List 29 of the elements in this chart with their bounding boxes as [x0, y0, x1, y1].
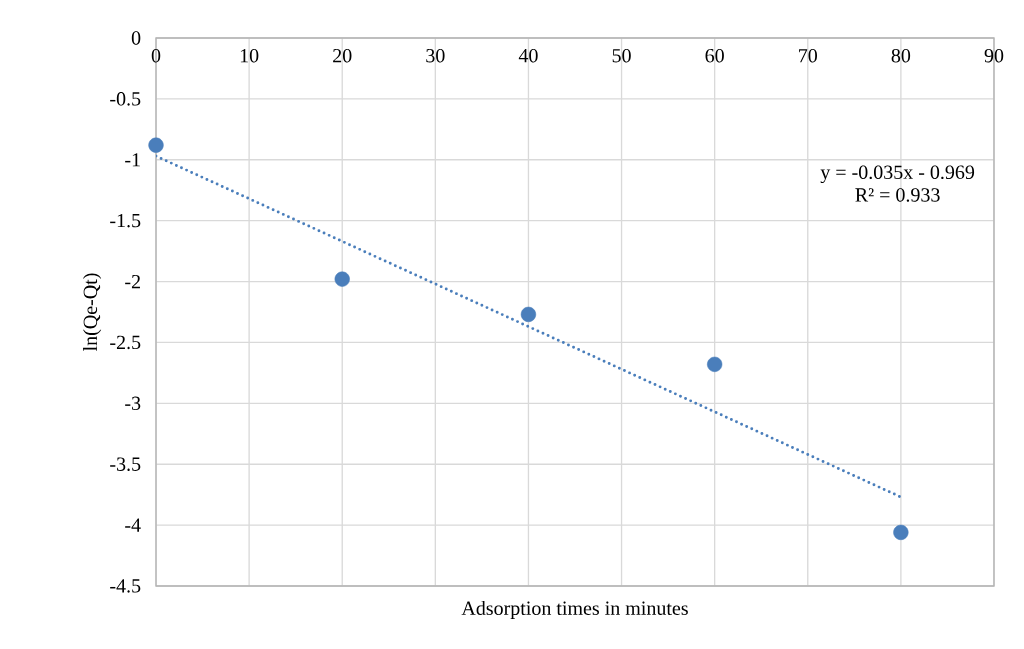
x-tick-label: 70: [799, 48, 818, 63]
x-axis-title: Adsorption times in minutes: [461, 600, 688, 620]
x-tick-label: 20: [333, 48, 352, 63]
y-tick-label: -0.5: [110, 92, 141, 106]
x-tick-label: 90: [984, 48, 1004, 63]
annotation: y = -0.035x - 0.969: [820, 165, 975, 184]
point: [520, 306, 537, 323]
y-tick-label: -3.5: [110, 457, 141, 471]
y-tick-label: -2: [125, 274, 140, 289]
x-tick-label: 0: [151, 48, 161, 63]
x-tick-label: 30: [426, 48, 445, 63]
x-tick-label: 50: [612, 48, 631, 63]
y-tick-label: -4: [125, 518, 141, 532]
y-tick-label: 0: [131, 31, 141, 45]
x-tick-label: 40: [518, 48, 538, 63]
x-tick-label: 60: [705, 48, 724, 63]
y-tick-label: -1: [125, 153, 140, 167]
point: [893, 524, 909, 540]
point: [707, 356, 723, 372]
point: [334, 271, 350, 287]
annotation: R² = 0.933: [855, 188, 940, 202]
y-tick-label: -1.5: [110, 213, 141, 228]
x-tick-label: 10: [240, 48, 259, 63]
y-tick-label: -4.5: [110, 579, 141, 593]
point: [148, 137, 164, 153]
y-tick-label: -2.5: [110, 335, 141, 350]
y-tick-label: -3: [125, 396, 141, 411]
y-axis-title: ln(Qe-Qt): [83, 273, 102, 352]
x-tick-label: 80: [891, 48, 911, 63]
